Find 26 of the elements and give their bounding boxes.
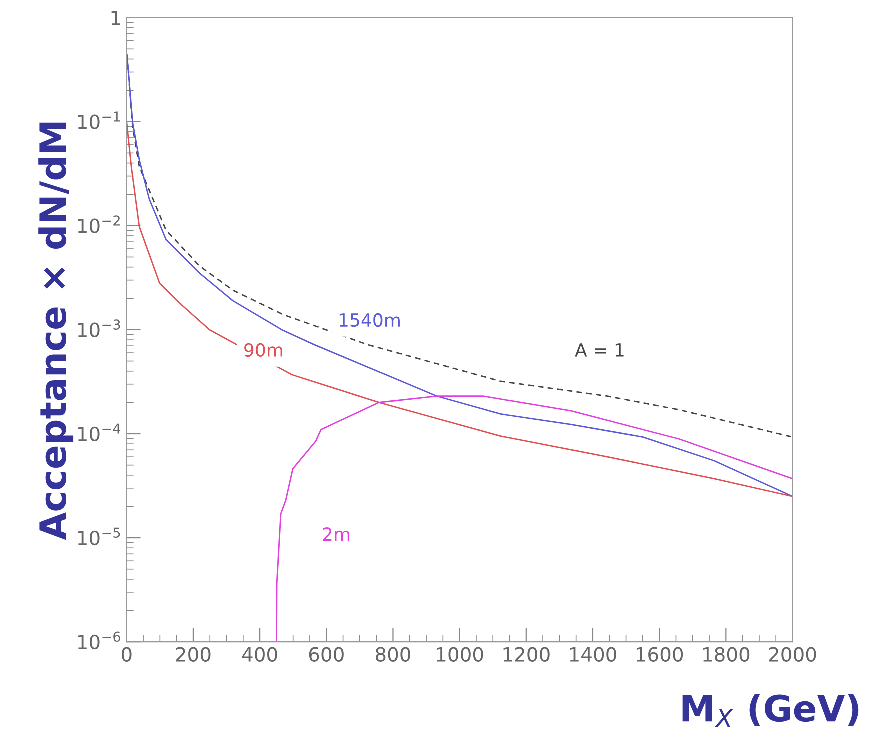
x-tick-label: 1800 (704, 647, 750, 662)
text: 2m (323, 528, 350, 541)
y-tick-label: 1 (112, 11, 120, 26)
y-tick-label: 10$^{−6}$ (78, 632, 120, 650)
x-axis-title: M$_{X}$ (GeV) (682, 694, 859, 728)
x-tick-label: 1400 (570, 647, 616, 662)
x-tick-label: 1200 (504, 647, 550, 662)
x-tick-label: 1000 (437, 647, 484, 662)
y-tick-label: 10$^{−3}$ (78, 320, 120, 338)
y-tick-label: 10$^{−1}$ (78, 112, 120, 130)
series-label: A = 1 (575, 344, 624, 357)
x-tick-label: 2000 (769, 647, 816, 662)
line-series (276, 396, 793, 642)
x-tick-label: 600 (309, 647, 344, 662)
x-tick-label: 400 (242, 647, 278, 662)
line-series (126, 121, 793, 498)
x-tick-label: 200 (176, 647, 211, 662)
y-axis-title: Acceptance × dN/dM (38, 122, 74, 540)
y-tick-label: 10$^{−2}$ (78, 216, 120, 234)
x-tick-label: 1600 (636, 647, 684, 662)
series-label: 1540m (340, 313, 400, 328)
x-tick-label: 800 (376, 647, 410, 662)
x-tick-label: 0 (122, 647, 132, 662)
series-label: 90m (244, 343, 282, 358)
y-tick-label: 10$^{−4}$ (78, 424, 121, 442)
y-tick-label: 10$^{−5}$ (78, 528, 120, 546)
